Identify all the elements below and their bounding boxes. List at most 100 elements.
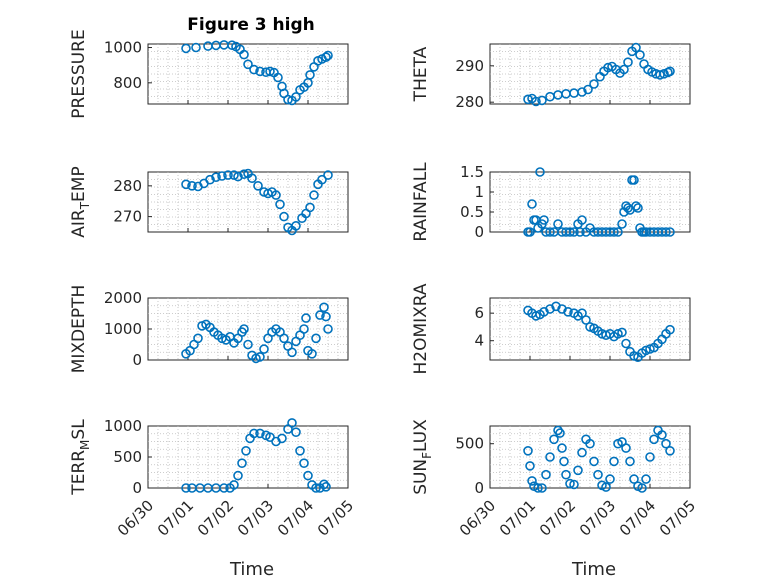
data-point — [553, 219, 563, 229]
data-point — [535, 167, 545, 177]
data-point — [577, 87, 587, 97]
x-tick-label: 07/01 — [496, 496, 539, 539]
data-point — [525, 227, 535, 237]
data-point — [291, 427, 301, 438]
data-point — [665, 445, 675, 456]
y-tick-label: 0 — [474, 479, 484, 497]
data-point — [305, 202, 315, 213]
data-point — [541, 469, 551, 480]
data-point — [629, 351, 639, 361]
data-point — [665, 66, 675, 77]
data-point — [279, 333, 289, 344]
y-axis-label: AIRTEMP — [69, 166, 92, 237]
subplot-3: 270 280 AIRTEMP — [69, 166, 349, 238]
data-point — [525, 461, 535, 471]
data-point — [631, 42, 641, 53]
x-tick-label: 07/03 — [576, 496, 619, 539]
data-point — [577, 447, 587, 458]
data-point — [545, 304, 555, 314]
data-point — [645, 452, 655, 462]
subplot-4: 0 0.5 1 1.5 RAINFALL — [411, 162, 691, 242]
y-axis-label: TERRMSL — [69, 419, 92, 496]
data-point — [631, 201, 641, 211]
data-point — [303, 470, 313, 481]
data-point — [277, 433, 287, 444]
data-point — [563, 306, 573, 317]
data-point — [549, 434, 559, 445]
y-axis-label: PRESSURE — [69, 29, 89, 118]
data-point — [641, 474, 651, 484]
x-tick-label: 07/03 — [234, 496, 277, 539]
data-point — [625, 456, 635, 467]
figure-title: Figure 3 high — [187, 15, 315, 35]
data-point — [633, 203, 643, 213]
data-point — [299, 324, 309, 334]
x-tick-label: 07/01 — [154, 496, 197, 539]
data-point — [573, 465, 583, 476]
y-tick-label: 280 — [113, 177, 142, 195]
x-tick-label: 07/04 — [616, 496, 659, 539]
data-point — [565, 227, 575, 237]
y-tick-label: 4 — [474, 332, 484, 350]
data-point — [239, 169, 249, 179]
data-point — [291, 92, 301, 102]
data-point — [545, 452, 555, 462]
y-tick-label: 270 — [113, 208, 142, 226]
data-point — [629, 474, 639, 484]
data-point — [237, 458, 247, 469]
data-point — [561, 469, 571, 480]
data-point — [575, 227, 585, 237]
data-point — [219, 483, 229, 493]
data-point — [321, 311, 331, 322]
y-axis-label: MIXDEPTH — [69, 285, 89, 374]
data-point — [583, 84, 593, 95]
y-tick-label: 1000 — [104, 39, 142, 57]
data-point — [629, 175, 639, 185]
subplot-5: 0 1000 2000 MIXDEPTH — [69, 285, 349, 374]
data-point — [243, 59, 253, 70]
y-tick-label: 1 — [474, 183, 484, 201]
data-point — [617, 219, 627, 229]
data-point — [593, 469, 603, 480]
y-tick-label: 0 — [132, 479, 142, 497]
data-point — [569, 227, 579, 237]
data-point — [295, 445, 305, 456]
data-point — [239, 324, 249, 334]
data-point — [635, 50, 645, 60]
data-point — [609, 456, 619, 467]
data-point — [569, 479, 579, 490]
x-tick-label: 07/04 — [274, 496, 317, 539]
data-point — [283, 94, 293, 105]
data-point — [531, 96, 541, 107]
subplot-1: 800 1000 PRESSURE — [69, 29, 349, 119]
data-point — [279, 211, 289, 222]
y-tick-label: 6 — [474, 304, 484, 322]
x-tick-label: 06/30 — [114, 496, 157, 539]
data-point — [255, 66, 265, 77]
data-point — [323, 324, 333, 334]
data-point — [577, 308, 587, 319]
data-point — [181, 483, 191, 493]
data-point — [307, 348, 317, 359]
data-point — [265, 66, 275, 77]
data-point — [657, 430, 667, 440]
y-axis-label: H2OMIXRA — [411, 283, 431, 374]
data-point — [211, 172, 221, 182]
data-point — [205, 174, 215, 185]
data-point — [609, 227, 619, 237]
y-tick-label: 0 — [132, 351, 142, 369]
data-point — [559, 456, 569, 467]
data-point — [249, 428, 259, 439]
data-point — [621, 338, 631, 349]
data-point — [309, 190, 319, 200]
y-axis-label: SUNFLUX — [411, 419, 434, 495]
data-point — [287, 347, 297, 358]
data-point — [255, 352, 265, 362]
y-tick-label: 1000 — [104, 417, 142, 435]
data-point — [601, 482, 611, 492]
x-tick-label: 07/02 — [194, 496, 237, 539]
x-tick-label: 07/05 — [314, 496, 357, 539]
data-point — [321, 52, 331, 63]
